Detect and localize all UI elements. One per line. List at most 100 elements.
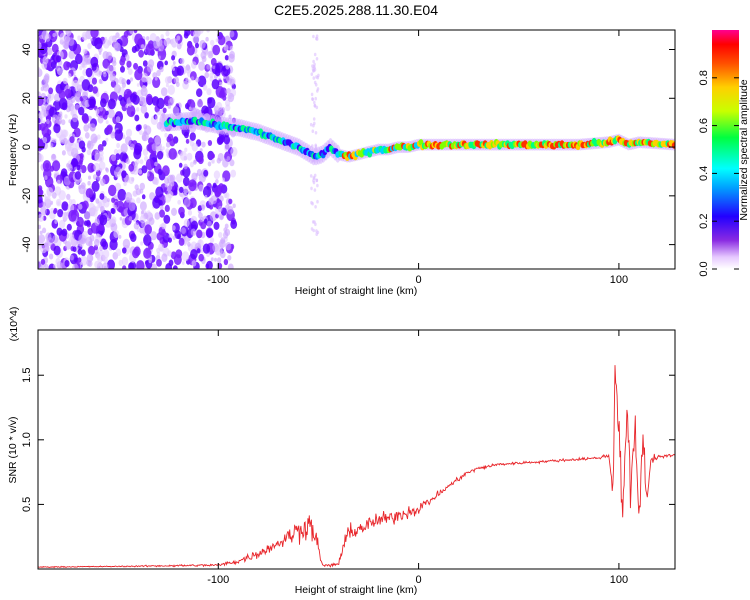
noise-blob: [220, 250, 226, 259]
noise-blob: [102, 140, 107, 147]
noise-blob: [225, 88, 230, 95]
noise-blob: [38, 153, 44, 162]
noise-blob: [78, 185, 82, 190]
noise-blob: [226, 156, 231, 161]
noise-blob: [130, 111, 135, 117]
snr-xtick-label: 0: [416, 574, 422, 586]
noise-blob: [165, 83, 169, 88]
noise-blob: [115, 116, 121, 123]
noise-blob: [215, 179, 219, 184]
noise-blob: [311, 97, 314, 101]
noise-blob: [144, 155, 149, 162]
noise-blob: [123, 181, 127, 187]
noise-blob: [201, 141, 206, 148]
noise-blob: [147, 64, 153, 73]
spectrogram-marks: [38, 30, 675, 269]
noise-blob: [163, 214, 171, 224]
noise-blob: [99, 206, 105, 213]
noise-blob: [79, 65, 83, 71]
noise-blob: [197, 156, 204, 165]
noise-blob: [61, 150, 66, 156]
noise-blob: [38, 185, 43, 192]
noise-blob: [225, 75, 231, 82]
noise-blob: [190, 228, 197, 236]
noise-blob: [98, 161, 106, 171]
noise-blob: [223, 258, 229, 266]
noise-blob: [184, 30, 191, 37]
noise-blob: [146, 210, 151, 216]
noise-blob: [310, 200, 313, 205]
noise-blob: [140, 38, 146, 45]
noise-blob: [104, 36, 108, 41]
noise-blob: [312, 175, 316, 180]
noise-blob: [90, 37, 93, 42]
noise-blob: [128, 216, 133, 222]
noise-blob: [314, 96, 318, 101]
noise-blob: [168, 237, 172, 243]
noise-blob: [155, 181, 159, 186]
noise-blob: [225, 99, 231, 107]
noise-blob: [142, 60, 148, 67]
noise-blob: [76, 84, 83, 92]
noise-blob: [216, 257, 222, 264]
noise-blob: [126, 90, 132, 97]
noise-blob: [313, 62, 316, 67]
noise-blob: [202, 84, 208, 91]
noise-blob: [134, 142, 143, 155]
noise-blob: [94, 218, 100, 226]
noise-blob: [196, 248, 201, 254]
spectrogram-ytick-label: -20: [21, 188, 33, 204]
noise-blob: [122, 238, 131, 249]
noise-blob: [172, 106, 180, 115]
noise-blob: [43, 83, 50, 92]
noise-blob: [158, 243, 164, 252]
noise-blob: [316, 230, 320, 235]
noise-blob: [125, 136, 132, 146]
noise-blob: [224, 142, 231, 151]
noise-blob: [112, 40, 119, 49]
noise-blob: [163, 38, 170, 47]
noise-blob: [58, 190, 66, 201]
noise-blob: [113, 204, 117, 209]
noise-blob: [316, 199, 319, 204]
noise-blob: [179, 186, 184, 193]
snr-ticks: -100 0 100 0.5 1.0 1.5: [21, 330, 675, 586]
noise-blob: [141, 165, 148, 174]
noise-blob: [164, 60, 168, 66]
snr-ylabel: SNR (10 * v/v): [7, 416, 19, 483]
noise-blob: [46, 237, 54, 247]
noise-blob: [127, 68, 133, 75]
noise-blob: [120, 143, 128, 154]
noise-blob: [176, 35, 181, 41]
noise-blob: [85, 188, 94, 199]
noise-blob: [75, 53, 83, 65]
noise-blob: [312, 180, 316, 185]
noise-blob: [114, 182, 122, 192]
noise-blob: [167, 84, 175, 95]
noise-blob: [209, 237, 215, 244]
noise-blob: [207, 50, 214, 59]
noise-blob: [155, 142, 162, 151]
noise-blob: [182, 80, 189, 90]
snr-series-line: [38, 365, 675, 569]
noise-blob: [68, 210, 77, 222]
noise-blob: [310, 72, 314, 76]
noise-blob: [229, 78, 235, 86]
noise-blob: [224, 55, 229, 61]
noise-blob: [105, 125, 113, 135]
noise-blob: [80, 165, 87, 174]
noise-blob: [76, 216, 84, 228]
noise-blob: [136, 260, 145, 269]
noise-blob: [162, 107, 167, 114]
noise-blob: [215, 38, 219, 43]
noise-blob: [212, 44, 221, 56]
noise-blob: [130, 77, 133, 82]
noise-blob: [144, 224, 152, 235]
noise-blob: [56, 67, 63, 76]
noise-blob: [114, 84, 121, 94]
noise-blob: [164, 204, 170, 212]
noise-blob: [87, 180, 91, 186]
noise-blob: [115, 248, 122, 257]
noise-blob: [46, 97, 51, 104]
